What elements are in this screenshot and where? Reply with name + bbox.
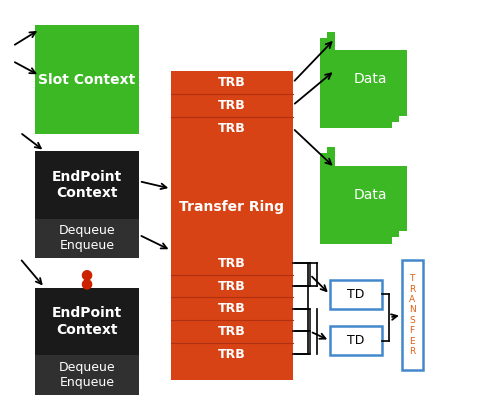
FancyBboxPatch shape: [335, 25, 407, 116]
Text: TD: TD: [347, 334, 365, 347]
Text: TRB: TRB: [218, 257, 246, 270]
Text: Dequeue
Enqueue: Dequeue Enqueue: [59, 361, 115, 389]
FancyBboxPatch shape: [171, 71, 293, 380]
Text: Data: Data: [354, 188, 387, 202]
Text: TRB: TRB: [218, 122, 246, 134]
Text: T
R
A
N
S
F
E
R: T R A N S F E R: [409, 274, 416, 356]
FancyBboxPatch shape: [35, 355, 139, 395]
Text: ●: ●: [81, 267, 93, 281]
FancyBboxPatch shape: [35, 219, 139, 258]
FancyBboxPatch shape: [330, 326, 382, 355]
FancyBboxPatch shape: [35, 151, 139, 258]
FancyBboxPatch shape: [330, 280, 382, 309]
FancyBboxPatch shape: [327, 32, 399, 122]
FancyBboxPatch shape: [320, 38, 392, 128]
Text: TRB: TRB: [218, 76, 246, 89]
Text: Data: Data: [354, 72, 387, 87]
FancyBboxPatch shape: [327, 147, 399, 237]
Text: TRB: TRB: [218, 99, 246, 112]
FancyBboxPatch shape: [35, 288, 139, 395]
FancyBboxPatch shape: [335, 141, 407, 166]
Text: TD: TD: [347, 288, 365, 301]
FancyBboxPatch shape: [335, 25, 407, 50]
FancyBboxPatch shape: [320, 153, 392, 244]
Text: Transfer Ring: Transfer Ring: [180, 200, 284, 214]
Text: EndPoint
Context: EndPoint Context: [52, 306, 122, 336]
Text: EndPoint
Context: EndPoint Context: [52, 170, 122, 200]
Text: Slot Context: Slot Context: [38, 73, 135, 87]
Text: TRB: TRB: [218, 325, 246, 338]
FancyBboxPatch shape: [335, 141, 407, 231]
Text: Dequeue
Enqueue: Dequeue Enqueue: [59, 224, 115, 252]
FancyBboxPatch shape: [402, 260, 423, 370]
FancyBboxPatch shape: [35, 25, 139, 134]
Text: TRB: TRB: [218, 347, 246, 360]
Text: TRB: TRB: [218, 279, 246, 292]
Text: ●: ●: [81, 276, 93, 291]
Text: TRB: TRB: [218, 302, 246, 315]
